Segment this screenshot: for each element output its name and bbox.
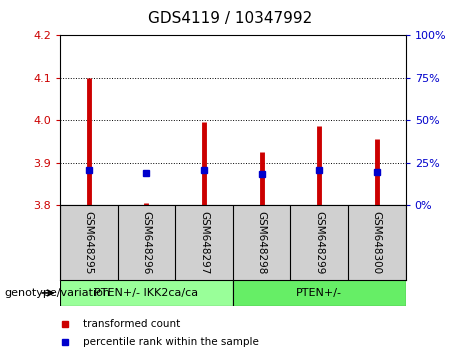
Text: PTEN+/- IKK2ca/ca: PTEN+/- IKK2ca/ca [95,288,198,298]
Text: GDS4119 / 10347992: GDS4119 / 10347992 [148,11,313,25]
Text: GSM648295: GSM648295 [84,211,94,274]
Text: GSM648296: GSM648296 [142,211,151,274]
Text: GSM648300: GSM648300 [372,211,382,274]
Text: genotype/variation: genotype/variation [5,288,111,298]
Text: GSM648297: GSM648297 [199,211,209,274]
Text: GSM648298: GSM648298 [257,211,266,274]
Bar [60,280,233,306]
Text: GSM648299: GSM648299 [314,211,324,274]
Text: percentile rank within the sample: percentile rank within the sample [83,337,259,347]
Text: PTEN+/-: PTEN+/- [296,288,342,298]
Bar [233,280,406,306]
Text: transformed count: transformed count [83,319,180,329]
